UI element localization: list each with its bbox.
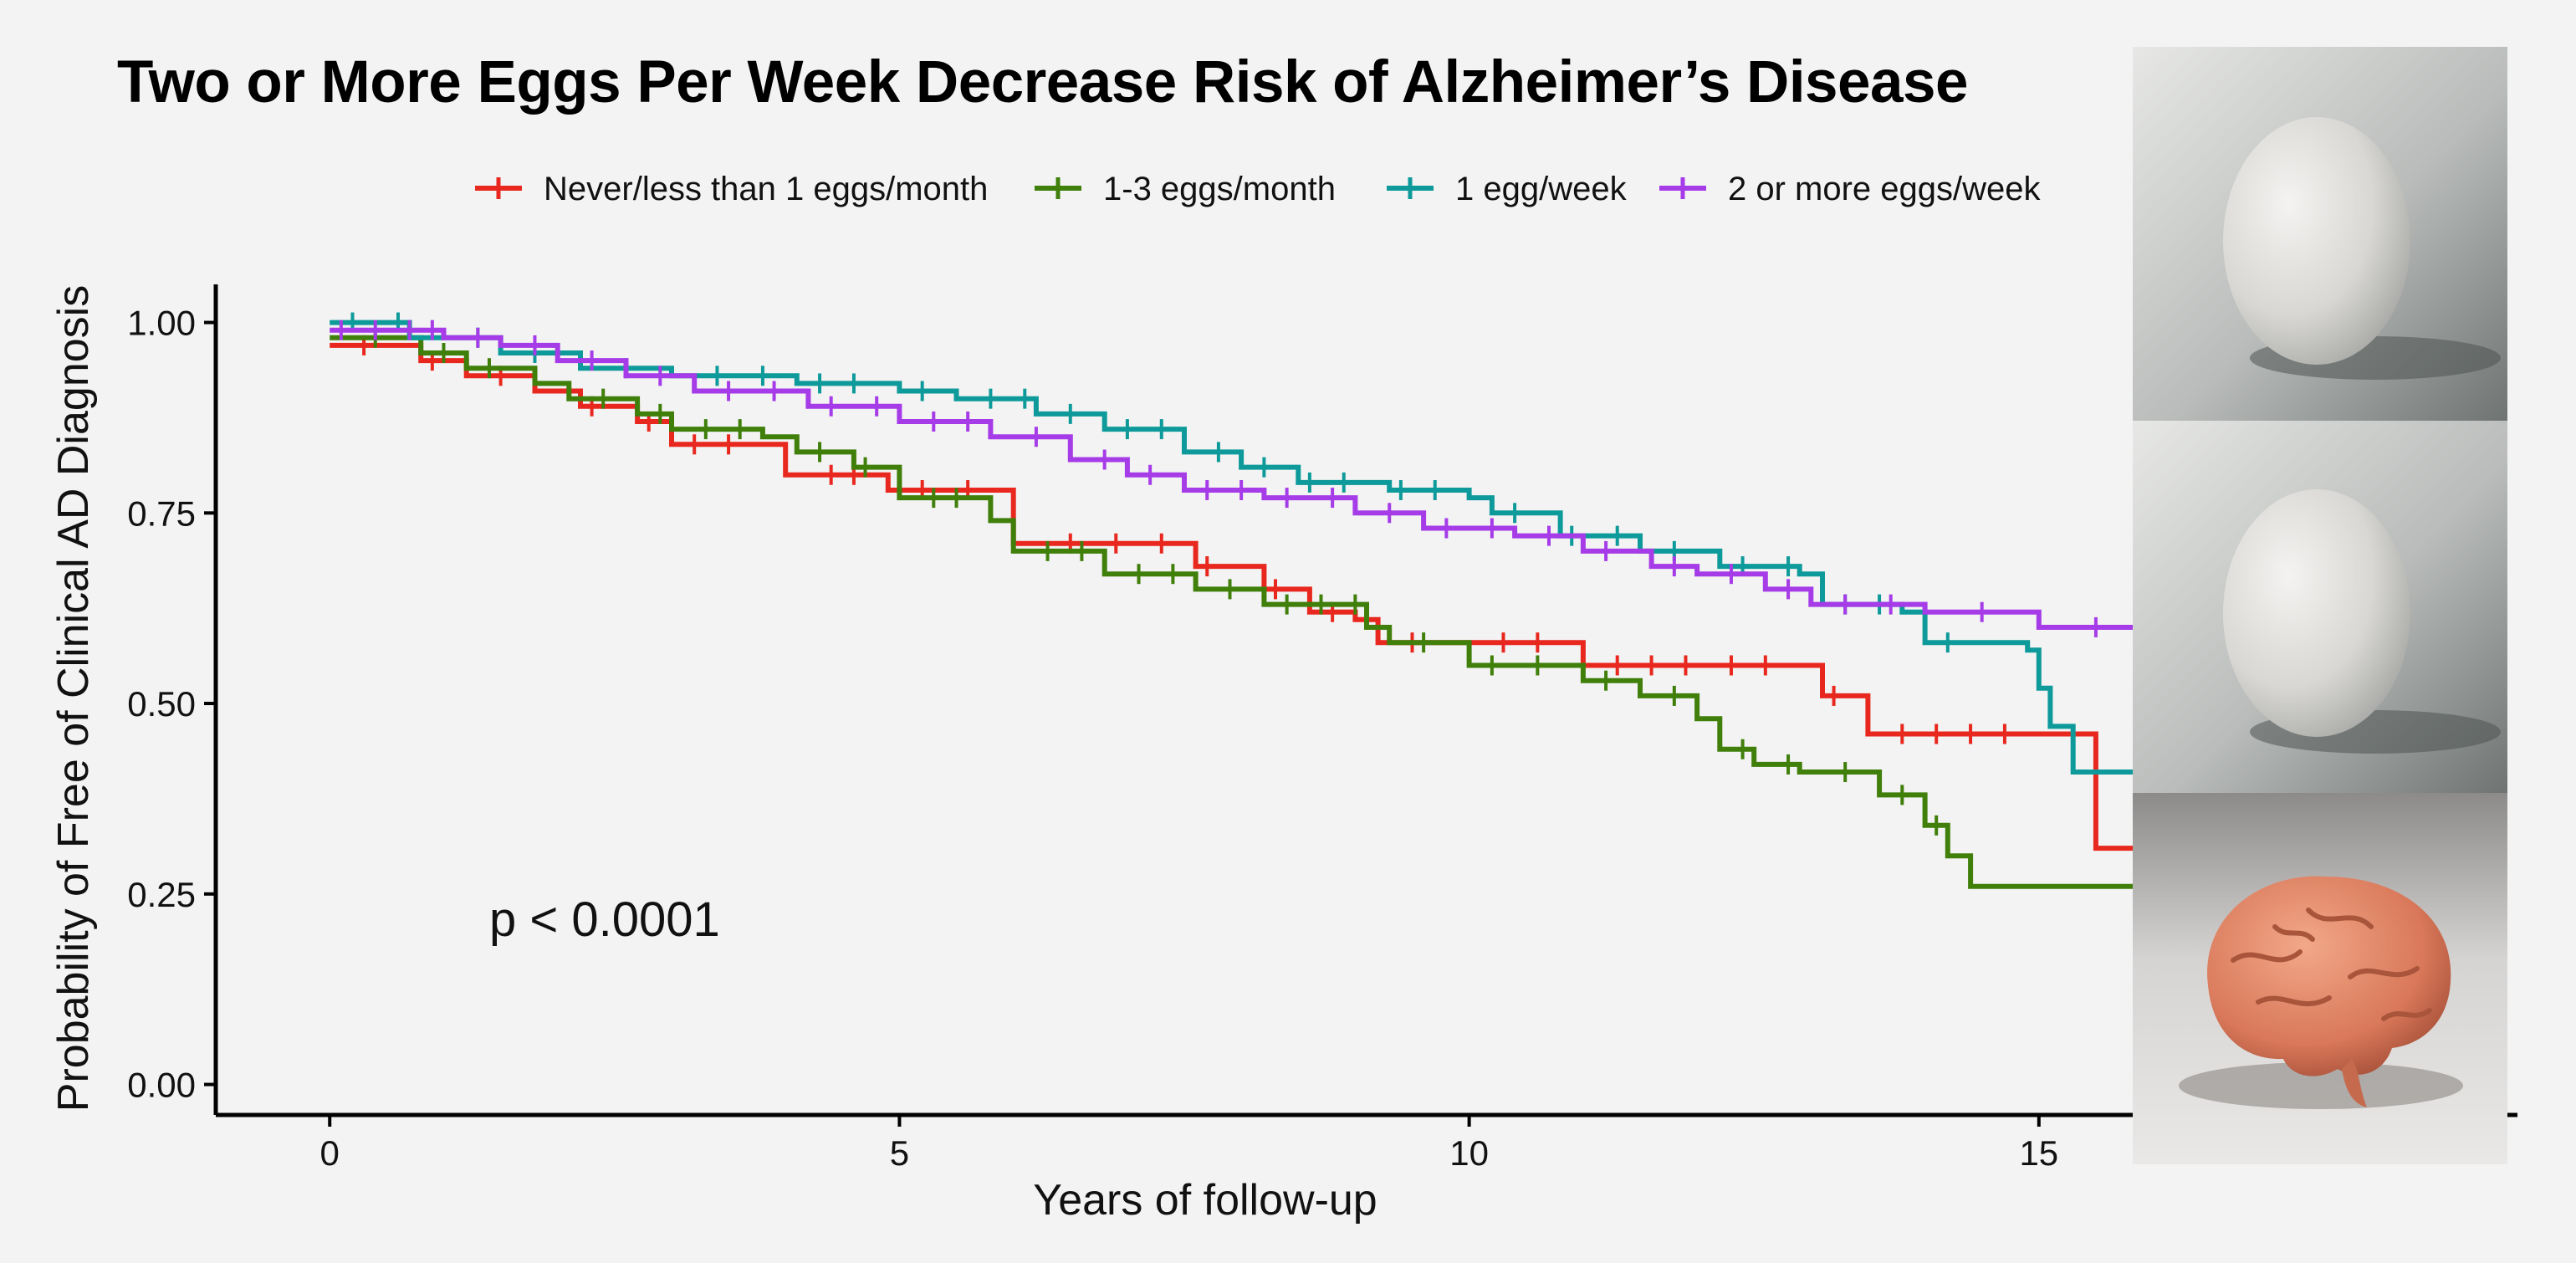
legend-item: 2 or more eggs/week bbox=[1659, 171, 2042, 207]
legend-item: Never/less than 1 eggs/month bbox=[475, 171, 988, 207]
x-tick-label: 0 bbox=[320, 1133, 340, 1173]
egg-icon bbox=[2133, 421, 2507, 793]
egg-icon bbox=[2133, 47, 2507, 421]
y-tick-label: 0.25 bbox=[127, 875, 196, 914]
series-line bbox=[330, 327, 2324, 691]
egg-image-2 bbox=[2133, 421, 2507, 793]
x-tick-label: 5 bbox=[890, 1133, 909, 1173]
series-layer bbox=[330, 312, 2324, 897]
legend-label: 2 or more eggs/week bbox=[1728, 171, 2042, 207]
series-line bbox=[330, 320, 2302, 805]
legend-item: 1 egg/week bbox=[1387, 171, 1628, 207]
y-axis-label: Probability of Free of Clinical AD Diagn… bbox=[49, 285, 98, 1112]
legend: Never/less than 1 eggs/month 1-3 eggs/mon… bbox=[475, 171, 2042, 207]
legend-item: 1-3 eggs/month bbox=[1035, 171, 1336, 207]
x-tick-label: 15 bbox=[2019, 1133, 2058, 1173]
y-tick-label: 0.00 bbox=[127, 1066, 196, 1105]
brain-image bbox=[2133, 793, 2507, 1164]
series-line bbox=[330, 335, 2302, 889]
legend-label: 1 egg/week bbox=[1455, 171, 1628, 207]
series-m13 bbox=[330, 327, 2302, 897]
x-axis-label: Years of follow-up bbox=[1033, 1176, 1377, 1225]
p-value-annotation: p < 0.0001 bbox=[489, 892, 720, 947]
egg-image-1 bbox=[2133, 47, 2507, 421]
legend-label: Never/less than 1 eggs/month bbox=[544, 171, 988, 207]
y-tick-label: 0.75 bbox=[127, 493, 196, 533]
series-line bbox=[330, 342, 2302, 851]
x-tick-label: 10 bbox=[1449, 1133, 1489, 1173]
y-tick-label: 1.00 bbox=[127, 304, 196, 343]
series-never bbox=[330, 335, 2302, 859]
annotation-layer: p < 0.0001 bbox=[489, 231, 2255, 947]
brain-icon bbox=[2133, 793, 2507, 1164]
page-title: Two or More Eggs Per Week Decrease Risk … bbox=[117, 49, 1969, 115]
y-tick-label: 0.50 bbox=[127, 684, 196, 724]
legend-label: 1-3 eggs/month bbox=[1103, 171, 1336, 207]
axes: 0 5 10 15 0.00 0.25 0.50 0.75 1.00 Years of follo… bbox=[49, 284, 2517, 1225]
